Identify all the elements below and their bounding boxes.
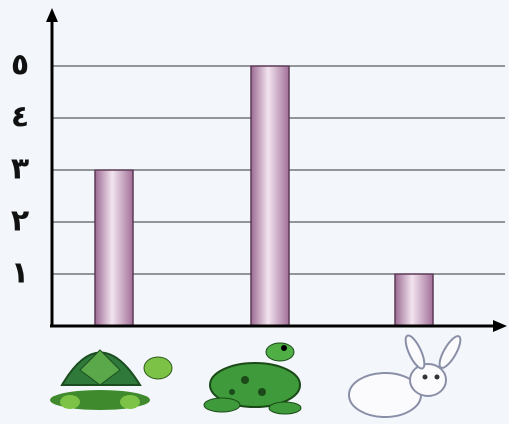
- y-tick-label: ٤: [11, 100, 29, 135]
- frog-icon: [203, 342, 302, 415]
- bar: [94, 169, 134, 327]
- y-axis-arrow: [46, 8, 58, 22]
- y-tick-label: ٥: [11, 48, 29, 83]
- turtle-icon: [50, 349, 173, 410]
- y-tick-label: ١: [11, 256, 29, 291]
- plot-area: ١ ٢ ٣ ٤ ٥: [11, 48, 505, 327]
- rabbit-icon: [348, 334, 462, 418]
- y-tick-label: ٢: [11, 204, 29, 239]
- bar: [250, 65, 290, 327]
- bar: [394, 273, 434, 327]
- x-axis-arrow: [493, 320, 507, 332]
- y-tick-label: ٣: [11, 152, 29, 187]
